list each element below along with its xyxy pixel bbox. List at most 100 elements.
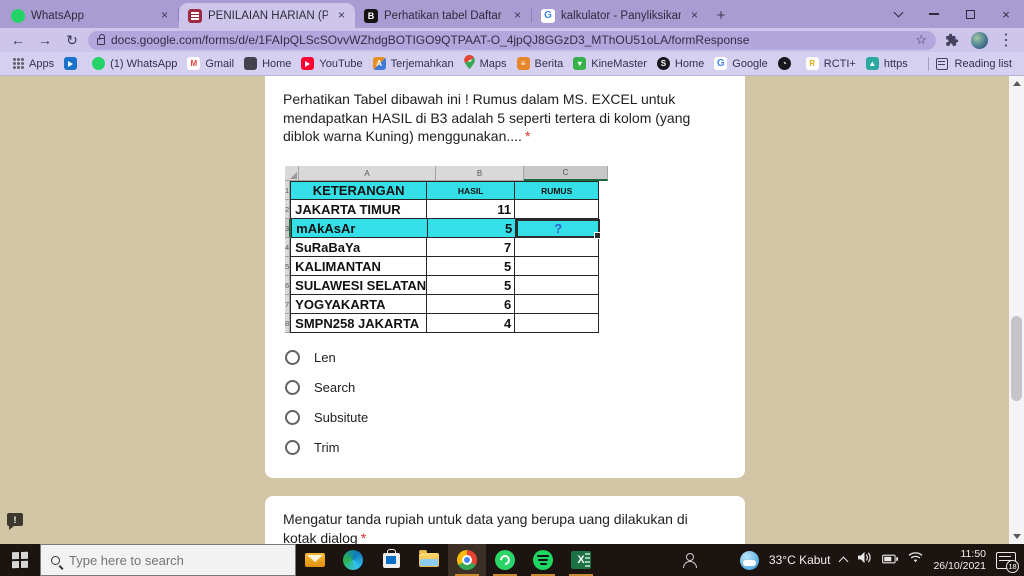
page-scrollbar[interactable] bbox=[1009, 76, 1024, 544]
cell-b1: HASIL bbox=[427, 181, 516, 200]
taskbar-file-explorer-icon[interactable] bbox=[410, 544, 448, 576]
hidden-icons-chevron[interactable] bbox=[838, 556, 849, 567]
cell-b7: 6 bbox=[427, 295, 516, 314]
bookmark-apps[interactable]: Apps bbox=[8, 58, 59, 70]
cell-b4: 7 bbox=[427, 238, 516, 257]
s-circle-icon: S bbox=[656, 57, 670, 70]
clock[interactable]: 11:50 26/10/2021 bbox=[933, 548, 986, 572]
profile-avatar[interactable] bbox=[968, 30, 990, 50]
taskbar-chrome-icon[interactable] bbox=[448, 544, 486, 576]
bookmark-youtube-blue[interactable] bbox=[59, 57, 87, 70]
reload-icon[interactable]: ↻ bbox=[66, 31, 78, 48]
bookmark-star-icon[interactable]: ☆ bbox=[915, 32, 927, 47]
close-icon[interactable]: × bbox=[160, 8, 168, 22]
table-row: 8 SMPN258 JAKARTA 4 bbox=[285, 314, 608, 333]
row-number: 1 bbox=[285, 181, 291, 200]
url-text[interactable]: docs.google.com/forms/d/e/1FAIpQLScSOvvW… bbox=[111, 33, 750, 47]
radio-button[interactable] bbox=[285, 409, 300, 425]
radio-option-search[interactable]: Search bbox=[285, 372, 368, 402]
date-text: 26/10/2021 bbox=[933, 560, 986, 572]
back-icon[interactable]: ← bbox=[11, 32, 25, 48]
bookmark-label: RCTI+ bbox=[823, 57, 856, 70]
notification-center-icon[interactable]: 18 bbox=[996, 551, 1019, 573]
notification-badge: 18 bbox=[1006, 559, 1019, 573]
excel-table-image: A B C 1 KETERANGAN HASIL RUMUS 2 JAKARTA… bbox=[285, 166, 608, 333]
wifi-icon[interactable] bbox=[908, 551, 923, 569]
taskbar-edge-icon[interactable] bbox=[334, 544, 372, 576]
brainly-icon: B bbox=[364, 8, 378, 23]
tab-kalkulator[interactable]: G kalkulator - Panyliksikan Google × bbox=[532, 3, 708, 28]
close-icon[interactable]: × bbox=[337, 8, 345, 22]
radio-button[interactable] bbox=[285, 379, 300, 395]
tab-search-chevron-icon[interactable] bbox=[880, 0, 916, 28]
forward-icon[interactable]: → bbox=[38, 32, 52, 48]
tab-penilaian-harian[interactable]: PENILAIAN HARIAN (PH-2) MAPE × bbox=[179, 3, 355, 28]
volume-icon[interactable] bbox=[857, 551, 872, 569]
lock-icon bbox=[97, 34, 105, 45]
close-window-button[interactable]: × bbox=[1002, 6, 1010, 22]
browser-menu-icon[interactable]: ⋮ bbox=[998, 32, 1014, 49]
close-icon[interactable]: × bbox=[513, 8, 521, 22]
radio-option-subsitute[interactable]: Subsitute bbox=[285, 402, 368, 432]
bookmark-whatsapp[interactable]: (1) WhatsApp bbox=[87, 57, 182, 70]
bookmark-terjemahkan[interactable]: A Terjemahkan bbox=[368, 57, 459, 70]
scroll-up-icon[interactable] bbox=[1013, 81, 1021, 86]
taskbar-whatsapp-icon[interactable] bbox=[486, 544, 524, 576]
bookmark-rcti[interactable]: R RCTI+ bbox=[801, 57, 861, 70]
tab-perhatikan-tabel[interactable]: B Perhatikan tabel Daftar Nilai KKP × bbox=[355, 3, 531, 28]
address-bar[interactable]: docs.google.com/forms/d/e/1FAIpQLScSOvvW… bbox=[88, 30, 936, 50]
radio-option-trim[interactable]: Trim bbox=[285, 432, 368, 462]
cell-c5 bbox=[515, 257, 600, 276]
tab-title: kalkulator - Panyliksikan Google bbox=[561, 9, 681, 22]
scrollbar-thumb[interactable] bbox=[1011, 316, 1022, 401]
cell-a1: KETERANGAN bbox=[290, 181, 428, 200]
maximize-button[interactable] bbox=[952, 0, 988, 28]
bookmark-maps[interactable]: Maps bbox=[459, 55, 512, 72]
search-input[interactable] bbox=[69, 552, 259, 568]
column-letter: C bbox=[524, 166, 608, 181]
cell-c3-selected: ? bbox=[516, 219, 602, 239]
bookmark-home-s[interactable]: S Home bbox=[652, 57, 709, 70]
scroll-down-icon[interactable] bbox=[1013, 534, 1021, 539]
extensions-puzzle-icon[interactable] bbox=[941, 30, 963, 50]
close-icon[interactable]: × bbox=[690, 8, 698, 22]
weather-icon[interactable] bbox=[739, 550, 759, 570]
radio-option-len[interactable]: Len bbox=[285, 342, 368, 372]
window-controls: × bbox=[880, 0, 1024, 28]
bookmark-youtube[interactable]: YouTube bbox=[296, 57, 367, 70]
bookmark-https[interactable]: ▲ https bbox=[861, 57, 913, 70]
people-icon[interactable] bbox=[670, 544, 708, 576]
tab-whatsapp[interactable]: WhatsApp × bbox=[2, 3, 178, 28]
cell-b6: 5 bbox=[427, 276, 516, 295]
weather-text[interactable]: 33°C Kabut bbox=[768, 553, 831, 567]
table-row: 1 KETERANGAN HASIL RUMUS bbox=[285, 181, 608, 200]
bookmark-label: YouTube bbox=[319, 57, 363, 70]
table-row: 7 YOGYAKARTA 6 bbox=[285, 295, 608, 314]
taskbar-search[interactable] bbox=[40, 544, 296, 576]
cell-b3: 5 bbox=[428, 219, 517, 238]
bookmark-gmail[interactable]: M Gmail bbox=[182, 57, 239, 70]
question-2-text: Mengatur tanda rupiah untuk data yang be… bbox=[283, 511, 688, 546]
battery-icon[interactable] bbox=[882, 551, 899, 569]
bookmark-google[interactable]: G Google bbox=[709, 57, 772, 70]
taskbar-mail-icon[interactable] bbox=[296, 544, 334, 576]
bookmarks-bar: Apps (1) WhatsApp M Gmail Home YouTube A… bbox=[0, 52, 1024, 76]
table-row: 3 mAkAsAr 5 ? bbox=[285, 219, 608, 239]
select-all-corner bbox=[285, 166, 299, 181]
new-tab-button[interactable]: + bbox=[716, 7, 726, 24]
start-button[interactable] bbox=[0, 544, 40, 576]
minimize-button[interactable] bbox=[916, 0, 952, 28]
bookmark-home-dark[interactable]: Home bbox=[239, 57, 296, 70]
taskbar-store-icon[interactable] bbox=[372, 544, 410, 576]
bookmark-globe[interactable]: ◔ bbox=[773, 57, 801, 70]
bookmark-kinemaster[interactable]: ▾ KineMaster bbox=[568, 57, 652, 70]
cell-b2: 11 bbox=[427, 200, 516, 219]
radio-button[interactable] bbox=[285, 349, 300, 365]
globe-icon: ◔ bbox=[777, 57, 791, 70]
radio-button[interactable] bbox=[285, 439, 300, 455]
taskbar-excel-icon[interactable]: X bbox=[562, 544, 600, 576]
taskbar-spotify-icon[interactable] bbox=[524, 544, 562, 576]
cell-a7: YOGYAKARTA bbox=[290, 295, 428, 314]
reading-list-button[interactable]: Reading list bbox=[954, 57, 1012, 70]
bookmark-berita[interactable]: ≡ Berita bbox=[512, 57, 569, 70]
